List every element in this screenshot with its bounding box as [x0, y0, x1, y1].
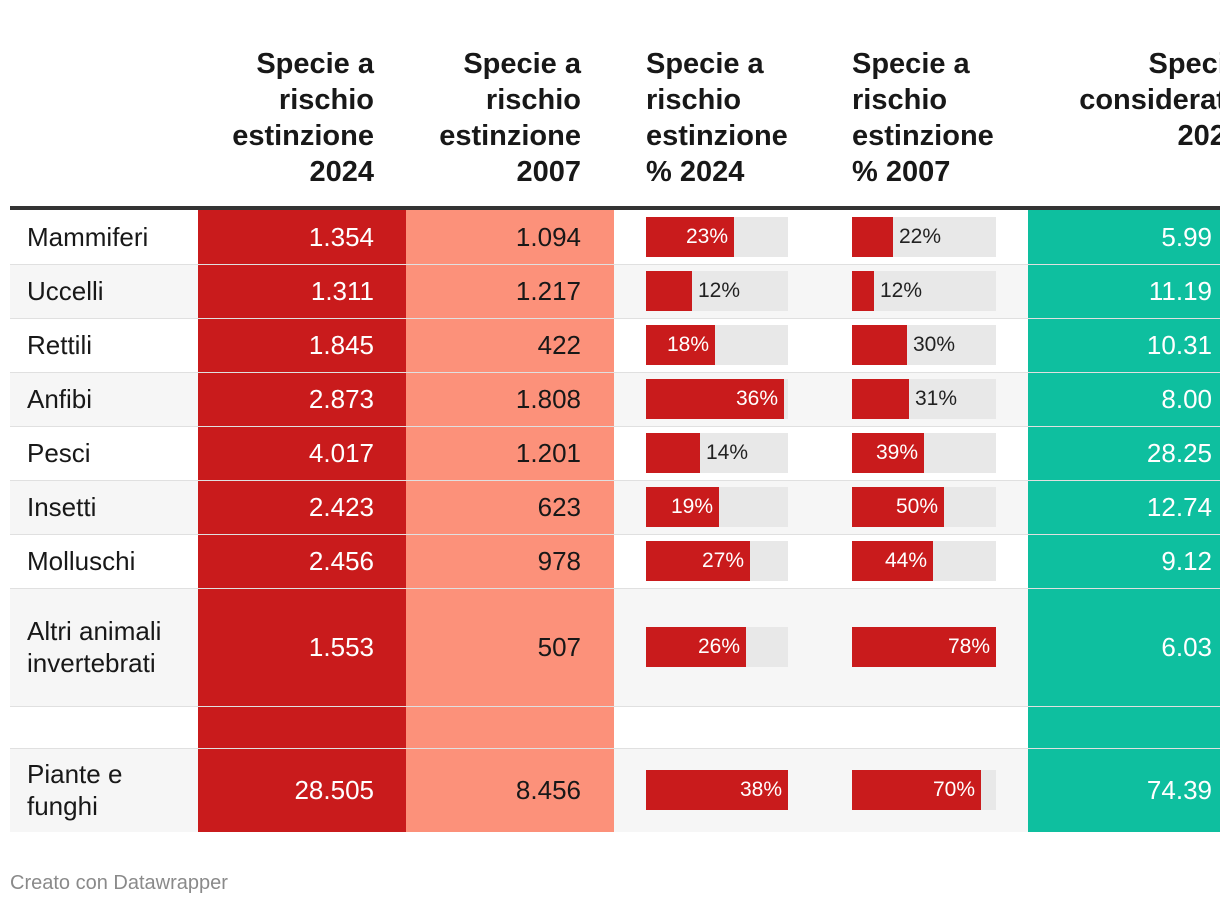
cell-c2024: 10.31 [1146, 330, 1212, 360]
cell-r2007: 1.217 [515, 276, 581, 306]
cell-r2024: 28.505 [294, 775, 374, 805]
cell-r2007: 507 [537, 632, 581, 662]
row-label: Pesci [27, 438, 91, 468]
bar-p2007 [852, 433, 924, 473]
bar-p2007 [852, 325, 907, 365]
cell-r2007: 1.808 [515, 384, 581, 414]
cell-r2007: 422 [537, 330, 581, 360]
bar-p2007 [852, 271, 874, 311]
row-separator [10, 480, 1220, 481]
cell-r2024: 4.017 [308, 438, 374, 468]
cell-r2024: 1.845 [308, 330, 374, 360]
cell-r2007: 978 [537, 546, 581, 576]
bar-p2024 [646, 433, 700, 473]
column-bg-r2024 [198, 210, 406, 832]
row-separator [10, 588, 1220, 589]
row-label: Mammiferi [27, 222, 149, 252]
cell-c2024: 8.00 [1161, 384, 1212, 414]
bar-p2024 [646, 487, 719, 527]
cell-c2024: 9.12 [1161, 546, 1212, 576]
footer-credit: Creato con Datawrapper [10, 872, 228, 894]
bar-p2007 [852, 487, 944, 527]
cell-r2024: 1.354 [308, 222, 374, 252]
column-bg-r2007 [406, 210, 614, 832]
header-p2024: Specie a rischio estinzione % 2024 [646, 48, 788, 188]
row-separator [10, 264, 1220, 265]
bar-p2024 [646, 271, 692, 311]
pct-label-p2024: 12% [698, 279, 741, 302]
bar-p2007 [852, 770, 981, 810]
row-label: Altri animali invertebrati [27, 616, 162, 678]
cell-r2024: 2.456 [308, 546, 374, 576]
pct-label-p2024: 38% [739, 778, 782, 801]
cell-r2024: 1.311 [310, 276, 374, 306]
pct-label-p2024: 23% [685, 225, 728, 248]
pct-label-p2024: 26% [697, 635, 740, 658]
cell-c2024: 12.74 [1146, 492, 1212, 522]
pct-label-p2007: 78% [947, 635, 990, 658]
pct-label-p2007: 22% [899, 225, 942, 248]
pct-label-p2007: 12% [880, 279, 923, 302]
bar-p2024 [646, 770, 788, 810]
bar-p2024 [646, 627, 746, 667]
row-separator [10, 426, 1220, 427]
row-label: Piante e funghi [27, 759, 123, 821]
header-c2024: Specie considerate 2024 [1079, 48, 1220, 152]
pct-label-p2024: 14% [706, 441, 749, 464]
row-label: Insetti [27, 492, 97, 522]
bar-p2007 [852, 541, 933, 581]
pct-label-p2007: 31% [915, 387, 958, 410]
cell-r2007: 623 [537, 492, 581, 522]
bar-p2007 [852, 379, 909, 419]
row-label: Uccelli [27, 276, 104, 306]
column-bg-c2024 [1028, 210, 1220, 832]
cell-c2024: 6.03 [1161, 632, 1212, 662]
header-rule [10, 206, 1220, 210]
cell-r2024: 2.423 [308, 492, 374, 522]
bar-p2024 [646, 325, 715, 365]
pct-label-p2024: 18% [666, 333, 709, 356]
bar-p2024 [646, 379, 784, 419]
header-p2007: Specie a rischio estinzione % 2007 [852, 48, 994, 188]
pct-label-p2007: 50% [895, 495, 938, 518]
header-r2007: Specie a rischio estinzione 2007 [439, 48, 581, 188]
cell-r2007: 8.456 [515, 775, 581, 805]
pct-label-p2024: 27% [701, 549, 744, 572]
cell-c2024: 28.25 [1146, 438, 1212, 468]
pct-label-p2007: 44% [884, 549, 927, 572]
pct-label-p2007: 30% [913, 333, 956, 356]
row-label: Anfibi [27, 384, 93, 414]
bar-p2007 [852, 627, 996, 667]
cell-r2024: 2.873 [308, 384, 374, 414]
row-separator [10, 748, 1220, 749]
bar-p2024 [646, 217, 734, 257]
cell-r2007: 1.201 [515, 438, 581, 468]
row-separator [10, 706, 1220, 707]
cell-c2024: 74.39 [1146, 775, 1212, 805]
pct-label-p2024: 36% [735, 387, 778, 410]
bar-p2024 [646, 541, 750, 581]
bar-p2007 [852, 217, 893, 257]
pct-label-p2024: 19% [670, 495, 713, 518]
cell-r2007: 1.094 [515, 222, 581, 252]
cell-c2024: 5.99 [1161, 222, 1212, 252]
row-separator [10, 318, 1220, 319]
cell-r2024: 1.553 [308, 632, 374, 662]
header-r2024: Specie a rischio estinzione 2024 [232, 48, 374, 188]
row-separator [10, 372, 1220, 373]
bar-track-p2007 [852, 271, 996, 311]
row-label: Molluschi [27, 546, 136, 576]
row-label: Rettili [27, 330, 93, 360]
row-separator [10, 534, 1220, 535]
pct-label-p2007: 70% [932, 778, 975, 801]
pct-label-p2007: 39% [875, 441, 918, 464]
cell-c2024: 11.19 [1148, 276, 1212, 306]
